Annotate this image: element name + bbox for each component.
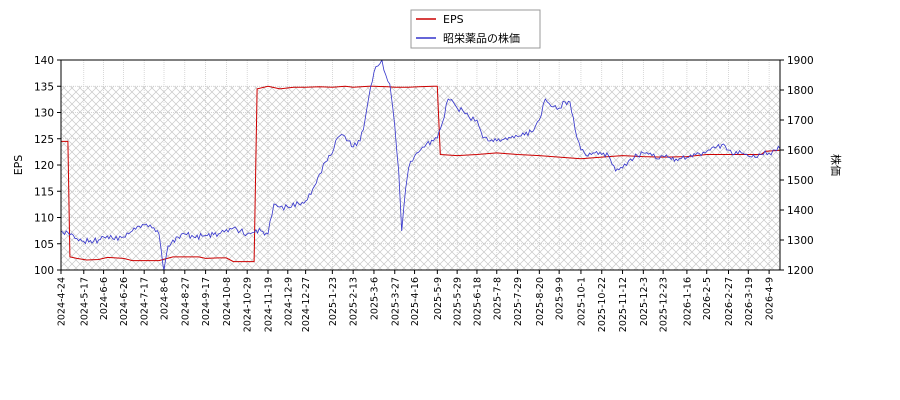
y-left-tick-label: 100 — [34, 265, 54, 277]
y-left-tick-label: 115 — [34, 186, 54, 198]
x-tick-label: 2024-7-17 — [140, 277, 151, 326]
x-tick-label: 2025-1-23 — [328, 277, 339, 326]
x-tick-label: 2024-6-6 — [99, 277, 110, 320]
x-tick-label: 2025-12-23 — [659, 277, 670, 332]
x-tick-label: 2025-6-18 — [472, 277, 483, 326]
legend-box — [410, 9, 541, 49]
y-left-tick-label: 125 — [34, 134, 54, 146]
y-left-tick-label: 120 — [34, 160, 54, 172]
plot-area — [60, 59, 781, 271]
x-tick-label: 2025-8-20 — [535, 277, 546, 326]
legend-eps-label: EPS — [443, 13, 464, 26]
x-tick-label: 2024-4-24 — [57, 277, 68, 326]
grid — [60, 59, 780, 271]
y-left-tick-label: 110 — [34, 213, 54, 225]
x-tick-label: 2024-5-17 — [79, 277, 90, 326]
x-tick-label: 2024-8-6 — [159, 277, 170, 320]
x-tick-label: 2025-10-22 — [597, 277, 608, 332]
y-left-tick-label: 105 — [34, 239, 54, 251]
y-right-axis-label: 株価 — [829, 154, 843, 176]
x-tick-label: 2025-7-8 — [492, 277, 503, 320]
x-tick-label: 2024-12-27 — [301, 277, 312, 332]
y-right-tick-label: 1300 — [787, 235, 814, 247]
x-tick-label: 2025-7-29 — [513, 277, 524, 326]
x-tick-label: 2025-3-6 — [369, 277, 380, 320]
x-tick-label: 2026-2-5 — [702, 277, 713, 320]
y-right-tick-label: 1900 — [787, 55, 814, 67]
y-right-tick-label: 1200 — [787, 265, 814, 277]
x-tick-label: 2024-11-19 — [263, 277, 274, 332]
x-tick-label: 2025-5-9 — [433, 277, 444, 320]
y-right-tick-label: 1600 — [787, 145, 814, 157]
series-line-eps — [61, 85, 780, 263]
x-tick-label: 2025-4-16 — [410, 277, 421, 326]
x-tick-label: 2026-3-19 — [744, 277, 755, 326]
x-tick-label: 2024-8-27 — [180, 277, 191, 326]
x-tick-label: 2025-9-9 — [555, 277, 566, 320]
x-tick-label: 2026-1-16 — [682, 277, 693, 326]
x-tick-label: 2024-9-17 — [201, 277, 212, 326]
y-right-tick-label: 1800 — [787, 85, 814, 97]
x-tick-label: 2024-10-8 — [222, 277, 233, 326]
series-line-stock-price — [61, 60, 780, 270]
hatched-band — [61, 86, 780, 270]
x-tick-label: 2026-2-27 — [724, 277, 735, 326]
x-tick-label: 2025-10-1 — [576, 277, 587, 326]
y-right-tick-label: 1700 — [787, 115, 814, 127]
y-right-tick-label: 1400 — [787, 205, 814, 217]
y-left-tick-label: 140 — [34, 55, 54, 67]
x-tick-label: 2025-12-3 — [639, 277, 650, 326]
x-tick-label: 2026-4-9 — [765, 277, 776, 320]
y-left-tick-label: 135 — [34, 81, 54, 93]
y-right-tick-label: 1500 — [787, 175, 814, 187]
y-left-axis-label: EPS — [12, 155, 25, 176]
x-tick-label: 2025-2-13 — [349, 277, 360, 326]
y-right-ticks: 1200 1300 1400 1500 1600 1700 1800 1900 — [780, 55, 814, 277]
x-tick-label: 2025-3-27 — [390, 277, 401, 326]
x-tick-label: 2025-5-29 — [453, 277, 464, 326]
y-left-ticks: 100 105 110 115 120 125 130 135 140 — [34, 55, 61, 277]
x-tick-label: 2024-12-9 — [283, 277, 294, 326]
legend-stock-price-label: 昭栄薬品の株価 — [443, 31, 520, 45]
x-tick-label: 2024-6-26 — [119, 277, 130, 326]
legend: EPS 昭栄薬品の株価 — [410, 9, 541, 49]
x-tick-label: 2024-10-29 — [243, 277, 254, 332]
x-ticks: 2024-4-24 2024-5-17 2024-6-6 2024-6-26 2024-… — [57, 270, 776, 332]
y-left-tick-label: 130 — [34, 108, 54, 120]
x-tick-label: 2025-11-12 — [618, 277, 629, 332]
